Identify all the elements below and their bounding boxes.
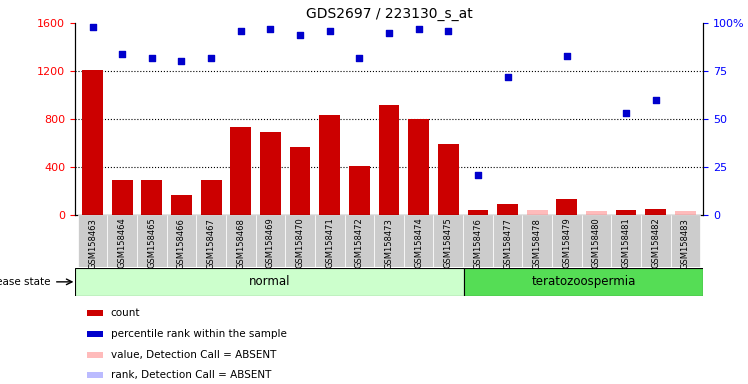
Bar <box>112 180 132 215</box>
Point <box>650 97 662 103</box>
Bar <box>230 127 251 215</box>
Text: disease state: disease state <box>0 277 51 287</box>
Text: GSM158482: GSM158482 <box>652 218 660 268</box>
Bar <box>289 147 310 215</box>
Bar <box>141 180 162 215</box>
Bar <box>611 215 641 267</box>
Bar <box>349 166 370 215</box>
Point <box>87 24 99 30</box>
Point <box>324 28 336 34</box>
Text: teratozoospermia: teratozoospermia <box>531 275 636 288</box>
Text: GSM158470: GSM158470 <box>295 218 304 268</box>
Text: GSM158471: GSM158471 <box>325 218 334 268</box>
Text: GSM158483: GSM158483 <box>681 218 690 268</box>
Text: GSM158465: GSM158465 <box>147 218 156 268</box>
Bar <box>438 144 459 215</box>
Bar <box>75 268 464 296</box>
Text: GSM158469: GSM158469 <box>266 218 275 268</box>
Point <box>176 58 188 65</box>
Bar <box>374 215 404 267</box>
Bar <box>108 215 137 267</box>
Bar <box>167 215 196 267</box>
Text: percentile rank within the sample: percentile rank within the sample <box>111 329 286 339</box>
Bar <box>464 268 703 296</box>
Bar <box>171 195 192 215</box>
Bar <box>88 352 103 358</box>
Text: value, Detection Call = ABSENT: value, Detection Call = ABSENT <box>111 349 276 360</box>
Point <box>501 74 513 80</box>
Bar <box>319 116 340 215</box>
Bar <box>670 215 700 267</box>
Title: GDS2697 / 223130_s_at: GDS2697 / 223130_s_at <box>306 7 472 21</box>
Bar <box>345 215 374 267</box>
Text: GSM158466: GSM158466 <box>177 218 186 268</box>
Bar <box>285 215 315 267</box>
Bar <box>468 210 488 215</box>
Text: GSM158463: GSM158463 <box>88 218 97 268</box>
Point <box>413 26 425 32</box>
Point <box>442 28 454 34</box>
Point <box>235 28 247 34</box>
Text: GSM158474: GSM158474 <box>414 218 423 268</box>
Bar <box>315 215 345 267</box>
Text: rank, Detection Call = ABSENT: rank, Detection Call = ABSENT <box>111 370 271 381</box>
Bar <box>522 215 552 267</box>
Bar <box>408 119 429 215</box>
Bar <box>675 212 696 215</box>
Point <box>353 55 365 61</box>
Point <box>294 31 306 38</box>
Text: GSM158475: GSM158475 <box>444 218 453 268</box>
Text: GSM158480: GSM158480 <box>592 218 601 268</box>
Bar <box>586 212 607 215</box>
Point <box>116 51 128 57</box>
Bar <box>433 215 463 267</box>
Text: count: count <box>111 308 140 318</box>
Bar <box>463 215 493 267</box>
Bar <box>552 215 582 267</box>
Bar <box>88 372 103 378</box>
Point <box>472 172 484 178</box>
Point <box>265 26 277 32</box>
Bar <box>582 215 611 267</box>
Bar <box>137 215 167 267</box>
Point <box>561 53 573 59</box>
Bar <box>527 210 548 215</box>
Bar <box>88 331 103 337</box>
Bar <box>404 215 433 267</box>
Text: normal: normal <box>248 275 290 288</box>
Bar <box>646 209 666 215</box>
Point <box>620 110 632 116</box>
Point <box>383 30 395 36</box>
Point <box>146 55 158 61</box>
Bar <box>497 204 518 215</box>
Bar <box>200 180 221 215</box>
Bar <box>196 215 226 267</box>
Bar <box>78 215 108 267</box>
Text: GSM158478: GSM158478 <box>533 218 542 268</box>
Point <box>205 55 217 61</box>
Bar <box>493 215 522 267</box>
Text: GSM158472: GSM158472 <box>355 218 364 268</box>
Text: GSM158473: GSM158473 <box>384 218 393 268</box>
Bar <box>557 199 577 215</box>
Text: GSM158479: GSM158479 <box>562 218 571 268</box>
Bar <box>88 310 103 316</box>
Bar <box>256 215 285 267</box>
Bar <box>226 215 256 267</box>
Text: GSM158468: GSM158468 <box>236 218 245 268</box>
Bar <box>260 132 280 215</box>
Bar <box>82 70 103 215</box>
Text: GSM158464: GSM158464 <box>117 218 126 268</box>
Bar <box>378 104 399 215</box>
Text: GSM158476: GSM158476 <box>473 218 482 268</box>
Text: GSM158477: GSM158477 <box>503 218 512 268</box>
Bar <box>616 210 637 215</box>
Text: GSM158467: GSM158467 <box>206 218 215 268</box>
Bar <box>641 215 670 267</box>
Text: GSM158481: GSM158481 <box>622 218 631 268</box>
